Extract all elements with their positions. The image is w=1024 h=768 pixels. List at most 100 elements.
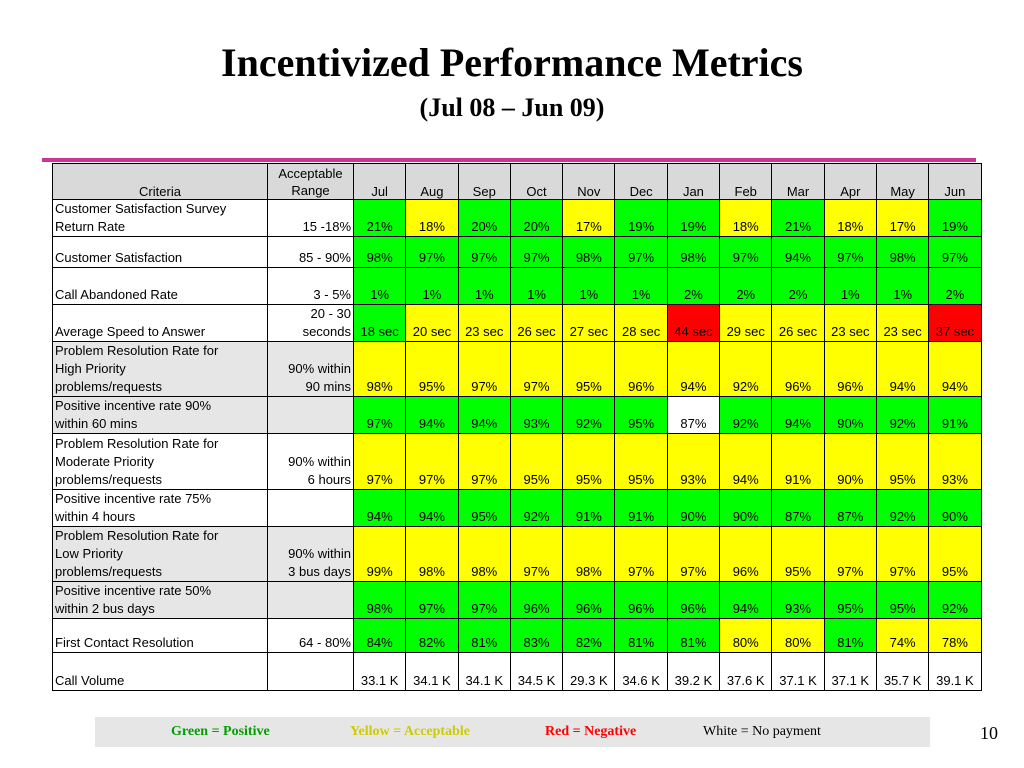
metric-cell-jan: 39.2 K xyxy=(666,652,721,691)
legend-green: Green = Positive xyxy=(171,724,270,739)
metric-cell-sep: 95% xyxy=(457,489,511,527)
metric-cell-jul: 94% xyxy=(352,489,407,527)
metric-cell-sep: 97% xyxy=(457,433,511,490)
slide-subtitle: (Jul 08 – Jun 09) xyxy=(419,93,605,122)
metric-cell-oct: 1% xyxy=(509,267,564,305)
metric-cell-feb: 92% xyxy=(719,396,773,434)
table-row: Call Abandoned Rate 3 - 5% 1% 1% 1% 1% 1% 1% 2% 2… xyxy=(52,267,982,305)
metric-cell-jun: 2% xyxy=(928,267,982,305)
metric-cell-nov: 27 sec xyxy=(562,304,616,342)
metric-cell-mar: 2% xyxy=(771,267,825,305)
metric-cell-jan: 93% xyxy=(666,433,721,490)
metric-cell-may: 97% xyxy=(875,526,930,582)
metric-cell-aug: 18% xyxy=(405,199,459,237)
metric-cell-mar: 21% xyxy=(771,199,825,237)
table-row: Customer Satisfaction 85 - 90% 98% 97% 97% 97… xyxy=(52,236,982,268)
metric-cell-apr: 81% xyxy=(823,618,877,653)
metric-cell-oct: 96% xyxy=(509,581,564,619)
metric-cell-nov: 82% xyxy=(562,618,616,653)
criteria-text: Problem Resolution Rate for xyxy=(55,436,219,451)
range-cell: 90% within 90 mins xyxy=(267,341,354,397)
metric-cell-sep: 34.1 K xyxy=(457,652,511,691)
range-cell xyxy=(267,581,354,619)
metric-cell-jul: 84% xyxy=(352,618,407,653)
column-header-month: Jul xyxy=(352,163,407,200)
metric-cell-jun: 37 sec xyxy=(928,304,982,342)
metric-cell-mar: 91% xyxy=(771,433,825,490)
metric-cell-apr: 37.1 K xyxy=(823,652,877,691)
criteria-text: problems/requests xyxy=(55,472,162,487)
metric-cell-jun: 19% xyxy=(928,199,982,237)
table-row: Positive incentive rate 50% within 2 bus … xyxy=(52,581,982,619)
criteria-text: Low Priority xyxy=(55,546,123,561)
table-row: Problem Resolution Rate for Low Priority p… xyxy=(52,526,982,582)
column-header-month: Mar xyxy=(771,163,825,200)
metric-cell-nov: 98% xyxy=(562,526,616,582)
table-row: Problem Resolution Rate for High Priority… xyxy=(52,341,982,397)
criteria-cell: Call Volume xyxy=(52,652,268,691)
metric-cell-sep: 97% xyxy=(457,236,511,268)
metric-cell-jan: 98% xyxy=(666,236,721,268)
range-cell: 85 - 90% xyxy=(267,236,354,268)
criteria-cell: First Contact Resolution xyxy=(52,618,268,653)
legend-yellow: Yellow = Acceptable xyxy=(350,724,470,739)
metric-cell-apr: 23 sec xyxy=(823,304,877,342)
column-header-month: Oct xyxy=(509,163,564,200)
metric-cell-may: 74% xyxy=(875,618,930,653)
metric-cell-dec: 1% xyxy=(614,267,668,305)
criteria-cell: Customer Satisfaction Survey Return Rate xyxy=(52,199,268,237)
metric-cell-may: 94% xyxy=(875,341,930,397)
criteria-text: High Priority xyxy=(55,361,126,376)
criteria-text: Positive incentive rate 90% xyxy=(55,398,212,413)
range-cell xyxy=(267,489,354,527)
criteria-text: Positive incentive rate 75% xyxy=(55,491,212,506)
color-legend: Green = Positive Yellow = Acceptable Red… xyxy=(95,717,930,747)
metric-cell-sep: 94% xyxy=(457,396,511,434)
metric-cell-may: 98% xyxy=(875,236,930,268)
criteria-text: Average Speed to Answer xyxy=(55,324,206,339)
metric-cell-jan: 96% xyxy=(666,581,721,619)
metric-cell-may: 92% xyxy=(875,396,930,434)
criteria-cell: Problem Resolution Rate for Moderate Prio… xyxy=(52,433,268,490)
criteria-text: within 2 bus days xyxy=(55,601,155,616)
metric-cell-jun: 92% xyxy=(928,581,982,619)
criteria-text: First Contact Resolution xyxy=(55,635,194,650)
metric-cell-sep: 23 sec xyxy=(457,304,511,342)
metric-cell-apr: 18% xyxy=(823,199,877,237)
metric-cell-aug: 94% xyxy=(405,489,459,527)
metric-cell-nov: 95% xyxy=(562,341,616,397)
column-header-month: Sep xyxy=(457,163,511,200)
metric-cell-jul: 21% xyxy=(352,199,407,237)
metric-cell-aug: 94% xyxy=(405,396,459,434)
metric-cell-sep: 20% xyxy=(457,199,511,237)
metric-cell-aug: 20 sec xyxy=(405,304,459,342)
metric-cell-jul: 98% xyxy=(352,341,407,397)
range-text: 90% within xyxy=(288,454,351,469)
metric-cell-sep: 97% xyxy=(457,581,511,619)
criteria-text: Positive incentive rate 50% xyxy=(55,583,212,598)
metric-cell-may: 1% xyxy=(875,267,930,305)
metric-cell-dec: 28 sec xyxy=(614,304,668,342)
metric-cell-oct: 92% xyxy=(509,489,564,527)
criteria-cell: Customer Satisfaction xyxy=(52,236,268,268)
metric-cell-mar: 95% xyxy=(771,526,825,582)
metric-cell-nov: 17% xyxy=(562,199,616,237)
metric-cell-apr: 95% xyxy=(823,581,877,619)
metric-cell-jul: 1% xyxy=(352,267,407,305)
metric-cell-mar: 94% xyxy=(771,236,825,268)
metric-cell-jul: 33.1 K xyxy=(352,652,407,691)
metric-cell-jun: 78% xyxy=(928,618,982,653)
criteria-text: Customer Satisfaction xyxy=(55,250,183,265)
metric-cell-apr: 87% xyxy=(823,489,877,527)
metric-cell-oct: 97% xyxy=(509,236,564,268)
metric-cell-apr: 1% xyxy=(823,267,877,305)
range-text: 3 - 5% xyxy=(313,287,351,302)
column-header-month: Jan xyxy=(666,163,721,200)
metric-cell-apr: 97% xyxy=(823,236,877,268)
table-row: Average Speed to Answer 20 - 30 seconds 18 … xyxy=(52,304,982,342)
range-cell: 20 - 30 seconds xyxy=(267,304,354,342)
metric-cell-may: 95% xyxy=(875,581,930,619)
metric-cell-may: 23 sec xyxy=(875,304,930,342)
metric-cell-jan: 19% xyxy=(666,199,721,237)
metric-cell-jan: 81% xyxy=(666,618,721,653)
